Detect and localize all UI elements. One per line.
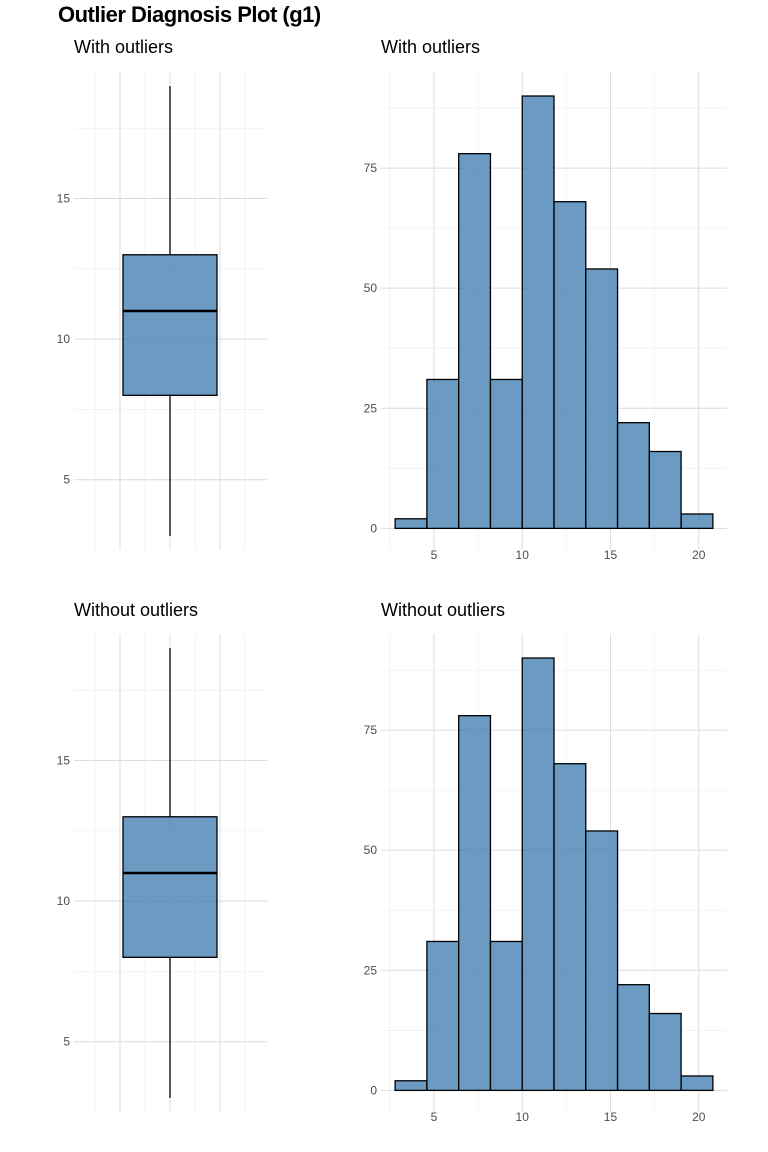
- histogram-bar: [426, 378, 460, 530]
- histogram-bar: [616, 422, 650, 530]
- y-tick-label: 15: [57, 754, 71, 768]
- panel-title: With outliers: [74, 37, 173, 57]
- histogram-without-outliers-panel: Without outliers 5 10 15 20 0 25 50 75: [364, 600, 727, 1124]
- y-tick-label: 10: [57, 894, 71, 908]
- histogram-bar: [394, 518, 428, 530]
- y-tick-label: 50: [364, 281, 378, 295]
- y-tick-label: 10: [57, 332, 71, 346]
- histogram-bar: [458, 153, 492, 530]
- boxplot-with-outliers-panel: With outliers 5 10 15: [57, 37, 267, 550]
- x-tick-label: 20: [692, 1110, 706, 1124]
- y-tick-label: 0: [370, 1083, 377, 1097]
- boxplot-without-outliers-panel: Without outliers 5 10 15: [57, 600, 267, 1112]
- x-tick-label: 5: [431, 548, 438, 562]
- y-tick-label: 15: [57, 192, 71, 206]
- histogram-bar: [616, 984, 650, 1092]
- y-tick-label: 50: [364, 843, 378, 857]
- page-title: Outlier Diagnosis Plot (g1): [58, 2, 321, 27]
- x-tick-label: 10: [516, 1110, 530, 1124]
- panel-title: Without outliers: [381, 600, 505, 620]
- x-tick-label: 20: [692, 548, 706, 562]
- histogram-bar: [648, 1012, 682, 1092]
- histogram-bar: [394, 1080, 428, 1092]
- histogram-bar: [553, 763, 587, 1092]
- histogram-bar: [489, 378, 523, 530]
- box-iqr: [122, 254, 218, 397]
- histogram-bar: [458, 715, 492, 1092]
- histogram-bar: [521, 95, 555, 530]
- y-tick-label: 5: [63, 1035, 70, 1049]
- histogram-bar: [489, 940, 523, 1092]
- histogram-bar: [585, 830, 619, 1092]
- y-tick-label: 0: [370, 521, 377, 535]
- panel-title: With outliers: [381, 37, 480, 57]
- histogram-bar: [521, 657, 555, 1092]
- histogram-bar: [426, 940, 460, 1092]
- histogram-bar: [680, 513, 714, 530]
- x-tick-label: 5: [431, 1110, 438, 1124]
- x-tick-label: 15: [604, 1110, 618, 1124]
- histogram-bar: [585, 268, 619, 530]
- histogram-bar: [648, 450, 682, 530]
- histogram-bar: [680, 1075, 714, 1092]
- y-tick-label: 25: [364, 401, 378, 415]
- y-tick-label: 25: [364, 963, 378, 977]
- histogram-with-outliers-panel: With outliers 5 10 15 20 0 25 50 75: [364, 37, 727, 562]
- panel-title: Without outliers: [74, 600, 198, 620]
- y-tick-label: 75: [364, 723, 378, 737]
- y-tick-label: 5: [63, 473, 70, 487]
- histogram-bar: [553, 201, 587, 530]
- box-iqr: [122, 816, 218, 959]
- x-tick-label: 10: [516, 548, 530, 562]
- x-tick-label: 15: [604, 548, 618, 562]
- y-tick-label: 75: [364, 161, 378, 175]
